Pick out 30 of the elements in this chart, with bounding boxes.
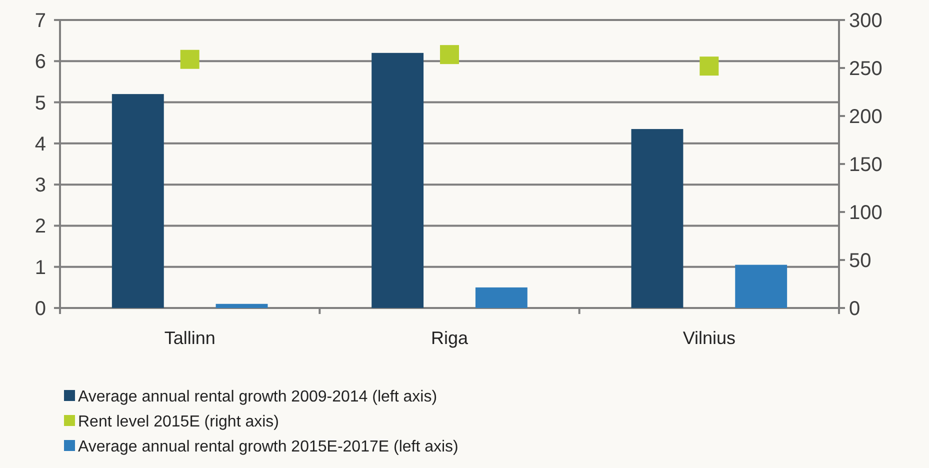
y2-tick-label: 250: [849, 58, 882, 80]
bar: [735, 264, 788, 308]
x-tick-label: Tallinn: [164, 328, 216, 348]
bar: [112, 94, 164, 308]
y-tick-label: 4: [34, 133, 46, 156]
legend-label: Average annual rental growth 2009-2014 (left axis): [78, 388, 438, 406]
y-tick-label: 7: [34, 10, 46, 32]
legend-label: Rent level 2015E (right axis): [78, 414, 279, 431]
bar: [475, 287, 528, 308]
y2-tick-label: 150: [849, 154, 882, 176]
y-tick-label: 2: [34, 216, 46, 238]
bar: [372, 52, 424, 308]
x-tick-label: Vilnius: [682, 328, 736, 348]
y-tick-label: 3: [34, 174, 46, 197]
y-tick-label: 0: [34, 298, 46, 320]
y2-tick-label: 50: [849, 250, 872, 272]
y-tick-label: 5: [34, 92, 46, 114]
point: [180, 50, 200, 69]
bar: [631, 129, 684, 308]
y-tick-label: 1: [34, 256, 46, 279]
y2-tick-label: 200: [849, 106, 882, 128]
y2-tick-label: 100: [849, 202, 882, 224]
y-tick-label: 6: [34, 51, 46, 74]
y2-tick-label: 0: [849, 298, 860, 320]
point: [440, 45, 459, 64]
point: [700, 56, 719, 76]
bar: [216, 304, 268, 308]
y2-tick-label: 300: [849, 10, 882, 32]
x-tick-label: Riga: [430, 328, 469, 348]
legend-label: Average annual rental growth 2015E-2017E (left axis): [78, 438, 458, 456]
